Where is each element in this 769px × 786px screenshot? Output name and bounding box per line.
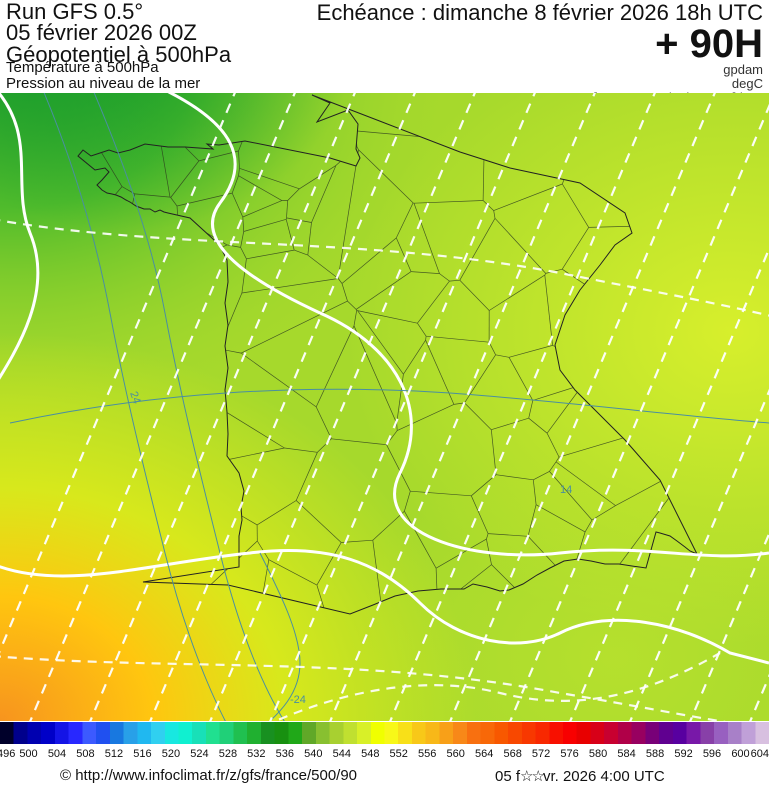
svg-text:-24: -24 [290, 694, 306, 706]
svg-text:14: 14 [560, 484, 572, 496]
